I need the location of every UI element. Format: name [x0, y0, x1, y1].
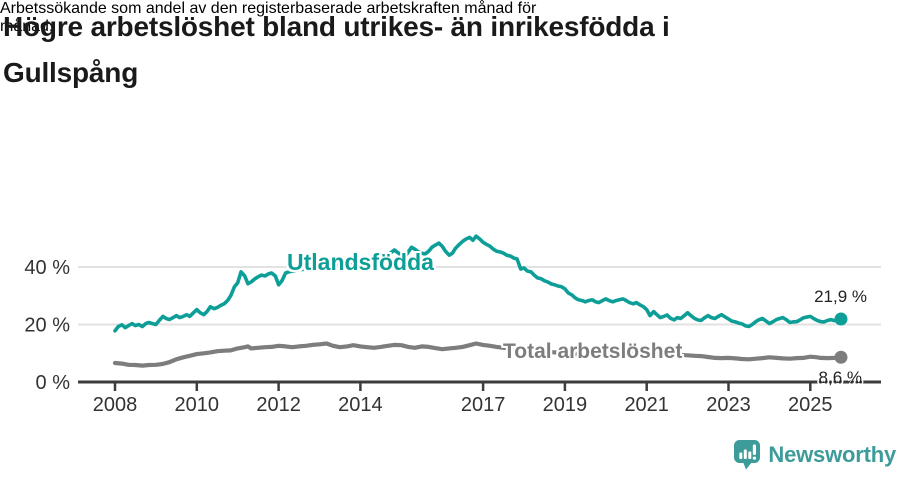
page-title-line1: Högre arbetslöshet bland utrikes- än inr… [3, 11, 670, 42]
y-tick-label-20: 20 % [24, 315, 70, 337]
newsworthy-brand-text: Newsworthy [768, 441, 896, 467]
x-tick-label-2017: 2017 [461, 394, 506, 416]
x-tick-label-2014: 2014 [338, 394, 383, 416]
end-value-utlandsfodda: 21,9 % [814, 287, 867, 306]
series-end-dot-utlandsfodda [834, 312, 848, 326]
series-line-utlandsfodda [113, 234, 843, 333]
chart-subtitle-line1: Arbetssökande som andel av den registerb… [0, 0, 537, 17]
x-tick-label-2019: 2019 [543, 394, 588, 416]
series-end-dot-total [834, 350, 848, 364]
page-title: Högre arbetslöshet bland utrikes- än inr… [3, 4, 863, 96]
x-tick-label-2021: 2021 [624, 394, 669, 416]
series-line-total [112, 341, 844, 368]
x-tick-label-2010: 2010 [175, 394, 220, 416]
x-tick-label-2023: 2023 [706, 394, 751, 416]
y-tick-label-40: 40 % [24, 257, 70, 279]
x-tick-label-2025: 2025 [788, 394, 833, 416]
x-tick-label-2008: 2008 [93, 394, 138, 416]
newsworthy-logo[interactable]: Newsworthy [733, 439, 896, 470]
y-tick-label-0: 0 % [36, 372, 71, 394]
x-tick-label-2012: 2012 [256, 394, 301, 416]
page-title-line2: Gullspång [3, 57, 139, 88]
chart-subtitle-line2: månad. [0, 18, 54, 35]
series-label-utlandsfodda: Utlandsfödda [287, 249, 434, 275]
series-label-total-arbetsloshet: Total arbetslöshet [503, 340, 683, 363]
newsworthy-icon [733, 439, 761, 470]
end-value-total: 8,6 % [818, 368, 862, 387]
